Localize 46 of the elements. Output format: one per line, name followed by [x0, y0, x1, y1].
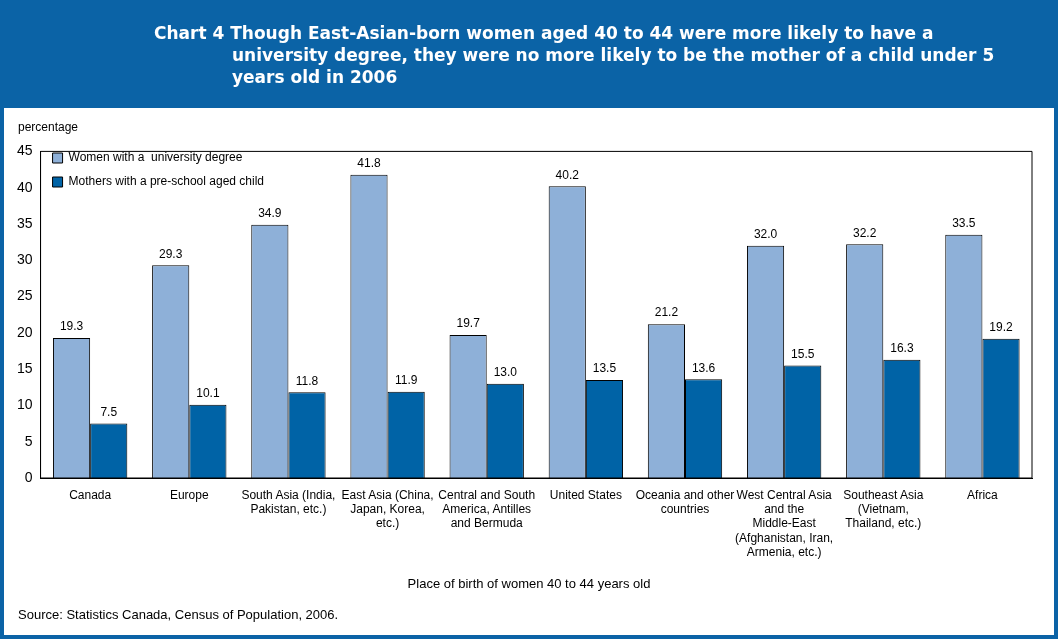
- y-tick-label: 15: [16, 359, 33, 376]
- data-label: 19.7: [456, 316, 481, 331]
- x-tick-label: West Central Asia and the Middle-East (Afghanistan, Iran, Armenia, etc.): [735, 487, 834, 560]
- data-label: 15.5: [791, 346, 815, 361]
- source-note: Source: Statistics Canada, Census of Population, 2006.: [18, 607, 339, 622]
- y-tick-label: 30: [16, 251, 33, 268]
- x-tick-label: Central and South America, Antilles and Bermuda: [438, 487, 536, 531]
- data-label: 13.5: [592, 361, 617, 376]
- data-label: 32.2: [853, 225, 877, 240]
- x-tick-label: Southeast Asia (Vietnam, Thailand, etc.): [843, 487, 924, 531]
- data-label: 21.2: [654, 305, 679, 320]
- data-label: 29.3: [159, 246, 183, 261]
- x-tick-label: South Asia (India, Pakistan, etc.): [241, 487, 336, 516]
- data-label: 11.8: [295, 373, 319, 388]
- data-label: 13.0: [493, 364, 518, 379]
- data-label: 13.6: [691, 360, 716, 375]
- x-tick-label: Oceania and other countries: [635, 487, 735, 516]
- y-tick-label: 0: [24, 468, 33, 485]
- y-tick-label: 5: [24, 432, 33, 449]
- data-label: 10.1: [196, 386, 220, 401]
- y-tick-label: 40: [16, 178, 33, 195]
- x-tick-label: Canada: [69, 487, 112, 502]
- legend-label: Women with a university degree: [68, 150, 243, 165]
- x-tick-label: East Asia (China, Japan, Korea, etc.): [341, 487, 434, 531]
- legend-label: Mothers with a pre-school aged child: [68, 174, 265, 189]
- y-axis-title: percentage: [18, 120, 79, 134]
- data-label: 11.9: [394, 372, 418, 387]
- x-axis-title: Place of birth of women 40 to 44 years old: [406, 576, 652, 591]
- data-label: 32.0: [753, 227, 778, 242]
- x-tick-label: United States: [549, 487, 622, 502]
- chart-title: Chart 4 Though East-Asian-born women aged 40 to 44 were more likely to have a university degree, they were no more likely to be the mother of a child under 5 years old in 2006: [154, 22, 996, 88]
- y-tick-label: 10: [16, 396, 33, 413]
- data-label: 19.2: [989, 319, 1014, 334]
- data-label: 40.2: [555, 167, 580, 182]
- data-label: 41.8: [357, 155, 381, 170]
- y-tick-label: 25: [16, 287, 33, 304]
- data-label: 34.9: [258, 206, 282, 221]
- y-tick-label: 45: [16, 142, 33, 159]
- data-label: 19.3: [59, 319, 84, 334]
- x-tick-label: Europe: [169, 487, 209, 502]
- y-tick-label: 35: [16, 214, 33, 231]
- y-tick-label: 20: [16, 323, 33, 340]
- data-label: 7.5: [100, 404, 118, 419]
- data-label: 16.3: [890, 341, 914, 356]
- x-tick-label: Africa: [967, 487, 999, 502]
- data-label: 33.5: [952, 216, 976, 231]
